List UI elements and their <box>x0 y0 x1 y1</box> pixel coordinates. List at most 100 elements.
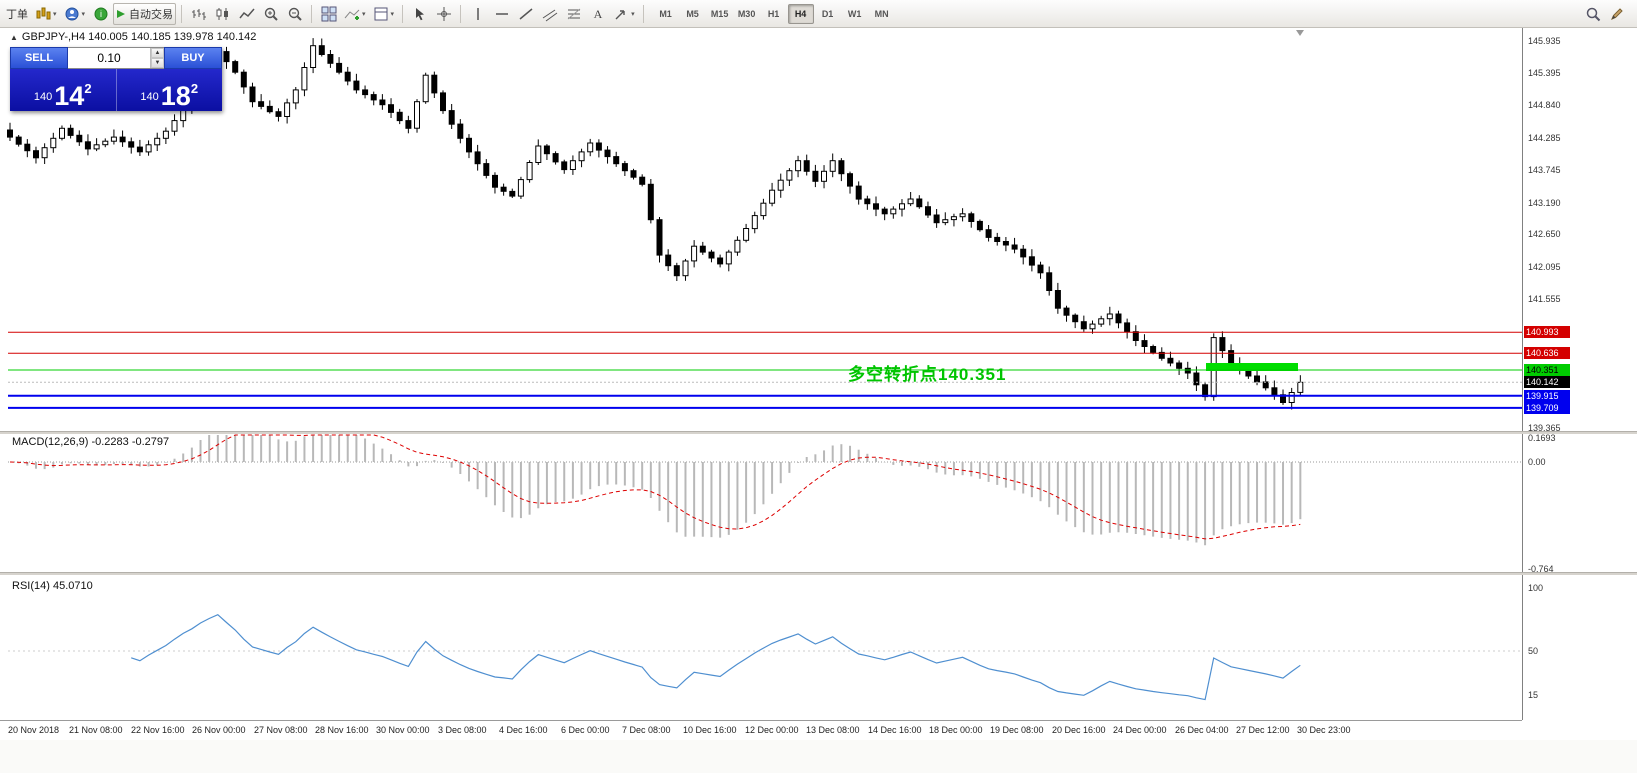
new-chart-caret-icon: ▾ <box>53 10 57 18</box>
trendline-button[interactable] <box>514 3 537 25</box>
lot-spinner-up-icon[interactable]: ▲ <box>151 48 164 58</box>
buy-price-pip: 2 <box>190 81 199 96</box>
ohlc-info-text: GBPJPY-,H4 140.005 140.185 139.978 140.1… <box>21 31 257 43</box>
main-macd-separator[interactable] <box>0 431 1637 434</box>
candlesticks <box>7 38 1304 410</box>
svg-text:i: i <box>100 9 102 19</box>
time-axis-label: 20 Nov 2018 <box>8 725 60 735</box>
time-axis-label: 3 Dec 08:00 <box>438 725 487 735</box>
macd-histogram <box>17 435 1302 546</box>
zoom-in-button[interactable] <box>259 3 282 25</box>
time-axis-label: 12 Dec 00:00 <box>745 725 799 735</box>
timeframe-h1-button[interactable]: H1 <box>767 8 780 19</box>
time-axis-label: 22 Nov 16:00 <box>131 725 185 735</box>
horizontal-line-button[interactable] <box>490 3 513 25</box>
profiles-icon <box>65 7 79 20</box>
channel-icon <box>542 9 557 21</box>
text-tool-icon: A <box>593 7 602 21</box>
timeframe-h4-button[interactable]: H4 <box>787 3 814 24</box>
timeframe-mn-button[interactable]: MN <box>874 8 889 19</box>
fibonacci-button[interactable] <box>562 3 585 25</box>
one-click-trading-panel: SELL 0.10 ▲ ▼ BUY 140 14 2 140 18 2 <box>10 47 222 111</box>
auto-trading-play-icon <box>117 9 126 18</box>
y-axis-label: 144.840 <box>1528 100 1561 110</box>
quick-draw-button[interactable] <box>1605 3 1628 25</box>
templates-button[interactable]: ▾ <box>370 3 398 25</box>
time-axis-label: 18 Dec 00:00 <box>929 725 983 735</box>
community-button[interactable]: i <box>89 3 112 25</box>
profiles-button[interactable]: ▾ <box>61 3 89 25</box>
zoom-out-icon <box>288 7 302 21</box>
macd-axis-label: 0.1693 <box>1528 433 1556 443</box>
candlestick-chart-button[interactable] <box>211 3 234 25</box>
arrows-caret-icon: ▾ <box>631 10 635 18</box>
buy-button[interactable]: BUY <box>164 47 222 69</box>
sell-price[interactable]: 140 14 2 <box>10 69 117 111</box>
macd-axis-label: -0.764 <box>1528 564 1554 574</box>
tile-windows-icon <box>321 6 337 21</box>
y-axis-label: 143.190 <box>1528 198 1561 208</box>
time-axis-label: 24 Dec 00:00 <box>1113 725 1167 735</box>
lot-size-value[interactable]: 0.10 <box>97 51 121 65</box>
timeframe-d1-button[interactable]: D1 <box>821 8 834 19</box>
time-axis-label: 26 Nov 00:00 <box>192 725 246 735</box>
lot-size-input[interactable]: 0.10 ▲ ▼ <box>68 47 164 69</box>
one-click-panel-toggle-icon[interactable]: ▲ <box>10 32 18 42</box>
bar-chart-button[interactable] <box>187 3 210 25</box>
toolbar-separator <box>402 4 404 23</box>
cursor-button[interactable] <box>408 3 431 25</box>
new-chart-button[interactable]: ▾ <box>32 3 60 25</box>
svg-text:A: A <box>593 7 602 21</box>
time-axis-label: 4 Dec 16:00 <box>499 725 548 735</box>
line-chart-button[interactable] <box>235 3 258 25</box>
price-axis[interactable]: 140.993 140.636 140.351 140.142 139.915 139.7… <box>1522 28 1637 720</box>
timeframe-m30-button[interactable]: M30 <box>737 8 756 19</box>
indicators-caret-icon: ▾ <box>362 10 366 18</box>
macd-label: MACD(12,26,9) -0.2283 -0.2797 <box>12 436 170 448</box>
lot-spinner: ▲ ▼ <box>150 48 164 68</box>
vertical-line-button[interactable] <box>466 3 489 25</box>
new-order-button[interactable]: 丁单 <box>3 3 31 25</box>
candlestick-chart-icon <box>216 7 228 20</box>
macd-rsi-separator[interactable] <box>0 572 1637 575</box>
trendline-icon <box>519 7 533 20</box>
sell-price-prefix: 140 <box>33 91 53 103</box>
crosshair-button[interactable] <box>432 3 455 25</box>
channel-button[interactable] <box>538 3 561 25</box>
time-axis[interactable]: 20 Nov 2018 21 Nov 08:00 22 Nov 16:00 26 No… <box>0 720 1522 740</box>
buy-price[interactable]: 140 18 2 <box>117 69 223 111</box>
tile-windows-button[interactable] <box>317 3 340 25</box>
sell-button[interactable]: SELL <box>10 47 68 69</box>
zoom-out-button[interactable] <box>283 3 306 25</box>
price-tag-resistance: 140.993 <box>1524 326 1570 338</box>
text-tool-button[interactable]: A <box>586 3 609 25</box>
timeframe-m15-button[interactable]: M15 <box>710 8 729 19</box>
lot-spinner-down-icon[interactable]: ▼ <box>151 58 164 68</box>
pivot-annotation[interactable]: 多空转折点140.351 <box>848 365 1007 384</box>
price-tag-pivot: 140.351 <box>1524 364 1570 376</box>
arrows-tool-button[interactable]: ▾ <box>610 3 638 25</box>
time-axis-label: 10 Dec 16:00 <box>683 725 737 735</box>
auto-trading-button[interactable]: 自动交易 <box>113 2 177 25</box>
timeframe-w1-button[interactable]: W1 <box>847 8 862 19</box>
price-tag-support: 139.915 <box>1524 390 1570 402</box>
time-axis-label: 30 Dec 23:00 <box>1297 725 1351 735</box>
time-axis-label: 26 Dec 04:00 <box>1175 725 1229 735</box>
timeframe-m1-button[interactable]: M1 <box>659 8 672 19</box>
time-axis-label: 6 Dec 00:00 <box>561 725 610 735</box>
chart-canvas[interactable] <box>0 0 1522 740</box>
templates-icon <box>374 7 388 20</box>
time-axis-label: 14 Dec 16:00 <box>868 725 922 735</box>
price-tag-support: 139.709 <box>1524 402 1570 414</box>
crosshair-icon <box>436 6 451 21</box>
chart-shift-marker-icon <box>1296 30 1304 36</box>
window-bottom-strip <box>0 740 1637 773</box>
auto-trading-label: 自动交易 <box>129 8 174 21</box>
bar-chart-icon <box>191 8 206 20</box>
time-axis-label: 19 Dec 08:00 <box>990 725 1044 735</box>
time-axis-label: 21 Nov 08:00 <box>69 725 123 735</box>
timeframe-m5-button[interactable]: M5 <box>686 8 699 19</box>
indicators-button[interactable]: ▾ <box>341 3 369 25</box>
search-button[interactable] <box>1581 3 1604 25</box>
